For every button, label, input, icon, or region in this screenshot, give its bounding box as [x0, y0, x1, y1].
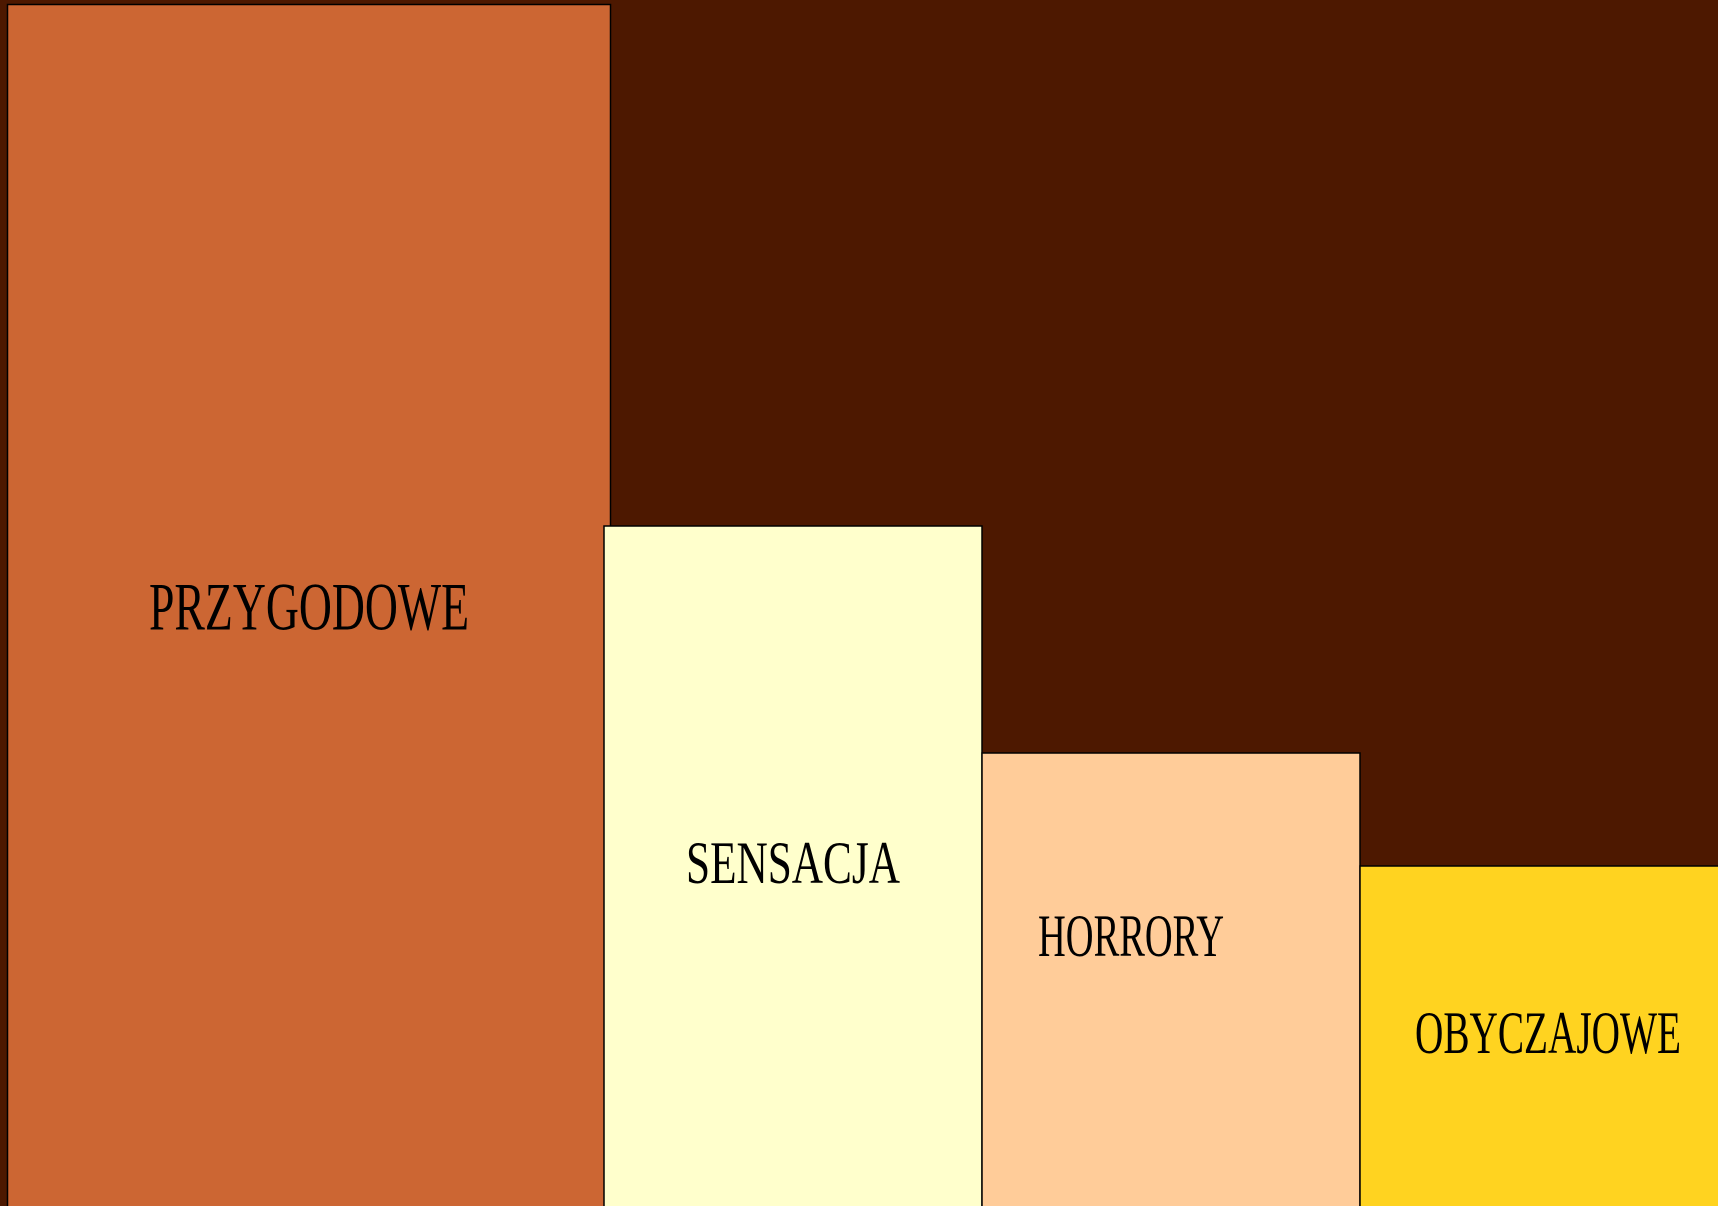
block-label: PRZYGODOWE — [149, 569, 469, 645]
block-sensacja — [603, 525, 983, 1206]
block-obyczajowe — [1359, 865, 1718, 1206]
block-label: SENSACJA — [686, 830, 900, 896]
block-label: HORRORY — [1038, 903, 1224, 969]
block-label: OBYCZAJOWE — [1415, 1000, 1681, 1066]
block-horrory — [981, 752, 1361, 1206]
block-przygodowe — [6, 3, 612, 1206]
